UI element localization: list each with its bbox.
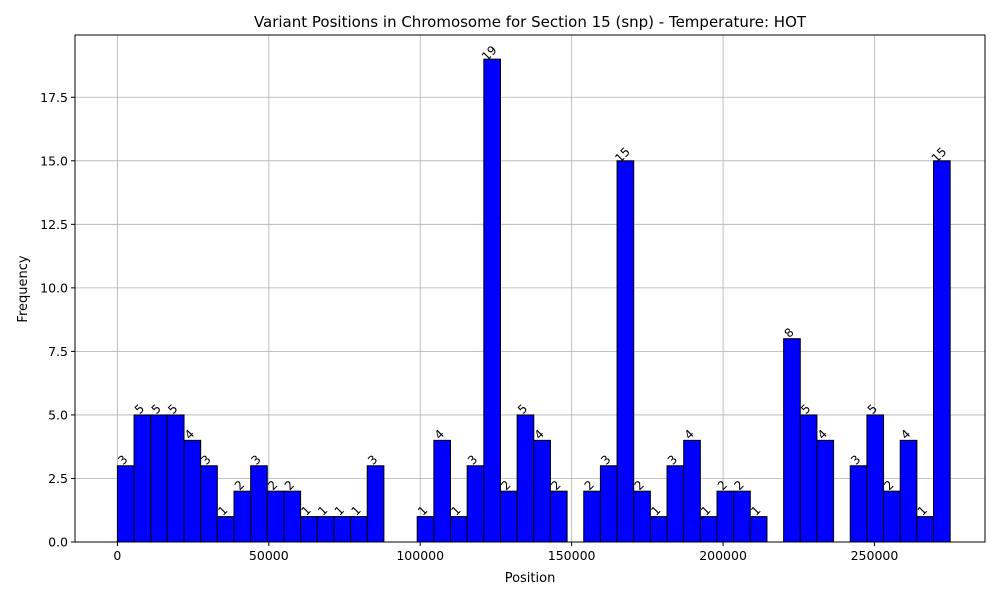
bar xyxy=(233,490,252,543)
y-tick-label: 7.5 xyxy=(48,344,68,359)
bar xyxy=(116,465,135,543)
x-tick-label: 0 xyxy=(113,548,121,563)
bar xyxy=(283,490,302,543)
bar xyxy=(866,414,885,543)
plot-frame xyxy=(74,34,986,543)
y-tick-label: 2.5 xyxy=(48,471,68,486)
bar xyxy=(499,490,518,543)
x-tick-label: 100000 xyxy=(396,548,444,563)
bar xyxy=(433,439,452,543)
bar xyxy=(216,516,235,543)
y-tick-label: 12.5 xyxy=(40,217,68,232)
y-tick-label: 0.0 xyxy=(48,535,68,550)
bar xyxy=(733,490,751,543)
bar xyxy=(616,160,635,543)
bar xyxy=(366,465,385,543)
x-tick-label: 150000 xyxy=(548,548,596,563)
bar xyxy=(316,516,335,543)
bar xyxy=(799,414,818,543)
chart-title: Variant Positions in Chromosome for Sect… xyxy=(254,13,807,31)
bar xyxy=(816,439,835,543)
y-tick-label: 10.0 xyxy=(40,280,68,295)
bar xyxy=(350,516,368,543)
bar xyxy=(450,516,468,543)
bar xyxy=(416,516,435,543)
bar xyxy=(333,516,352,543)
y-tick-label: 15.0 xyxy=(40,153,68,168)
bar xyxy=(783,338,801,543)
bar xyxy=(749,516,768,543)
bar xyxy=(916,516,935,543)
bar xyxy=(183,439,202,543)
y-tick-label: 17.5 xyxy=(40,90,68,105)
bar xyxy=(150,414,168,543)
bar xyxy=(549,490,568,543)
bar xyxy=(200,465,218,543)
bar xyxy=(300,516,318,543)
bar xyxy=(649,516,668,543)
x-tick-label: 50000 xyxy=(249,548,289,563)
bar xyxy=(133,414,152,543)
x-axis-label: Position xyxy=(505,571,556,586)
y-tick-label: 5.0 xyxy=(48,407,68,422)
bar xyxy=(883,490,901,543)
bar xyxy=(683,439,701,543)
bar xyxy=(599,465,618,543)
bar xyxy=(266,490,285,543)
bar xyxy=(483,58,501,543)
bars xyxy=(116,58,951,543)
bar xyxy=(716,490,735,543)
bar xyxy=(849,465,868,543)
bar xyxy=(466,465,485,543)
bar xyxy=(516,414,535,543)
bar xyxy=(633,490,651,543)
y-axis-ticks: 0.0 2.5 5.0 7.5 10.0 12.5 15.0 17.5 xyxy=(40,90,75,550)
bar xyxy=(166,414,185,543)
bar xyxy=(583,490,601,543)
x-tick-label: 200000 xyxy=(699,548,747,563)
bar xyxy=(666,465,685,543)
y-axis-label: Frequency xyxy=(16,255,31,322)
bar xyxy=(699,516,718,543)
bar xyxy=(933,160,951,543)
x-axis-ticks: 0 50000 100000 150000 200000 250000 xyxy=(113,542,898,563)
bar xyxy=(899,439,918,543)
bar xyxy=(533,439,551,543)
bar xyxy=(250,465,268,543)
x-tick-label: 250000 xyxy=(851,548,899,563)
